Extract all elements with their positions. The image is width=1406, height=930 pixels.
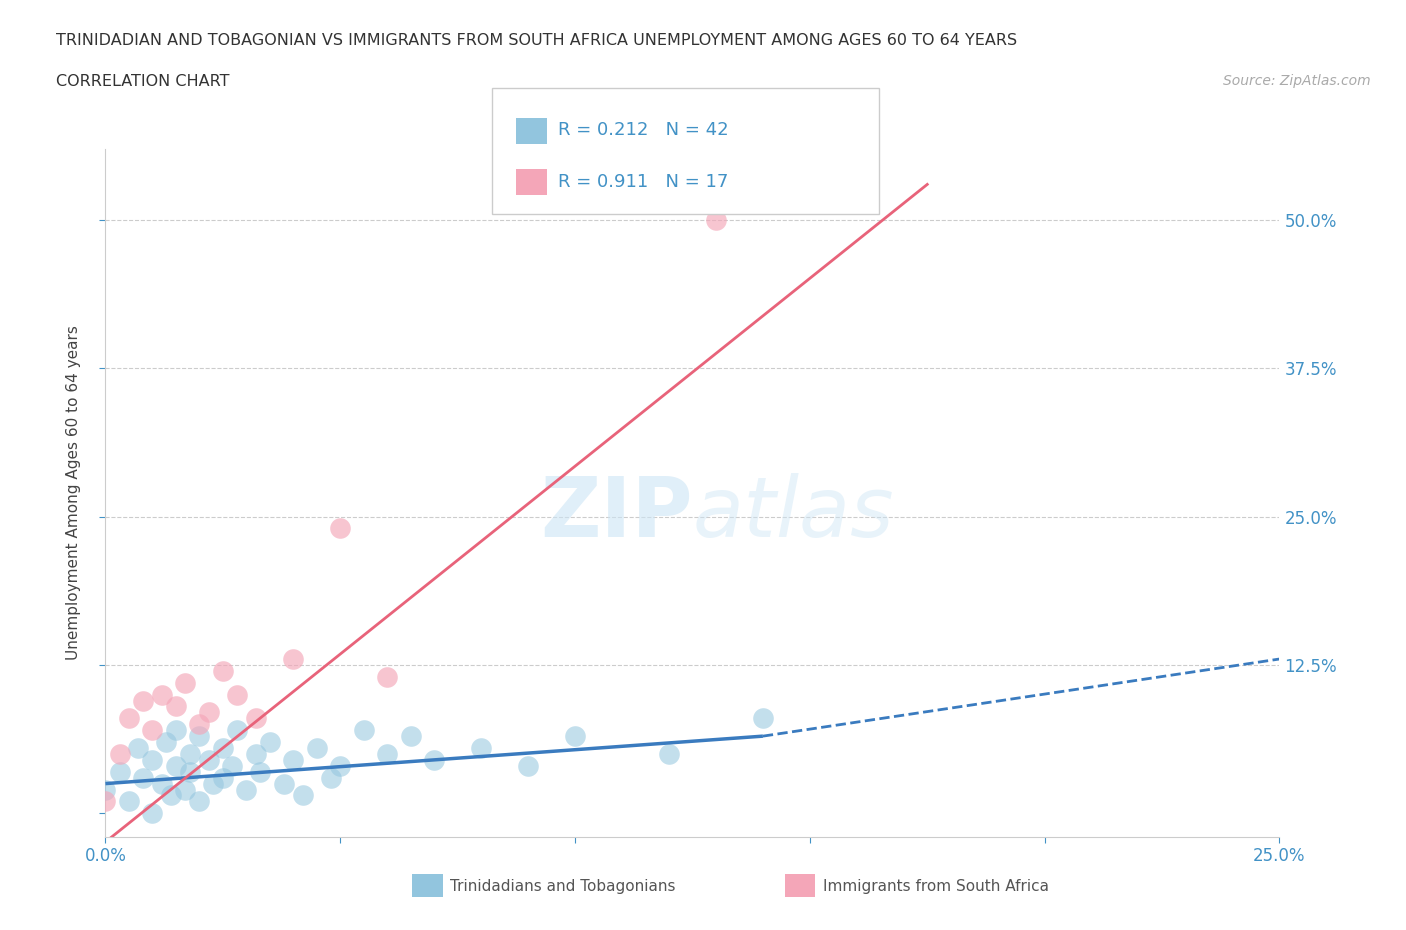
Point bbox=[704, 213, 727, 228]
Point bbox=[127, 740, 149, 755]
Text: CORRELATION CHART: CORRELATION CHART bbox=[56, 74, 229, 89]
Point bbox=[226, 723, 249, 737]
Point bbox=[108, 764, 131, 779]
Text: R = 0.212   N = 42: R = 0.212 N = 42 bbox=[558, 121, 728, 140]
Point bbox=[658, 747, 681, 762]
Point bbox=[141, 805, 163, 820]
Point bbox=[132, 770, 155, 785]
Point bbox=[165, 723, 187, 737]
Point bbox=[319, 770, 342, 785]
Point bbox=[273, 777, 295, 791]
Point bbox=[375, 670, 398, 684]
Point bbox=[188, 794, 211, 809]
Point bbox=[174, 675, 197, 690]
Point bbox=[399, 729, 422, 744]
Text: Trinidadians and Tobagonians: Trinidadians and Tobagonians bbox=[450, 879, 675, 894]
Point bbox=[329, 521, 352, 536]
Point bbox=[174, 782, 197, 797]
Point bbox=[150, 687, 173, 702]
Point bbox=[179, 764, 201, 779]
Text: TRINIDADIAN AND TOBAGONIAN VS IMMIGRANTS FROM SOUTH AFRICA UNEMPLOYMENT AMONG AG: TRINIDADIAN AND TOBAGONIAN VS IMMIGRANTS… bbox=[56, 33, 1018, 47]
Point bbox=[165, 758, 187, 773]
Point bbox=[118, 711, 141, 725]
Y-axis label: Unemployment Among Ages 60 to 64 years: Unemployment Among Ages 60 to 64 years bbox=[66, 326, 82, 660]
Point bbox=[132, 693, 155, 708]
Point bbox=[235, 782, 257, 797]
Point bbox=[752, 711, 775, 725]
Text: atlas: atlas bbox=[692, 473, 894, 554]
Point bbox=[141, 723, 163, 737]
Point bbox=[211, 770, 233, 785]
Point bbox=[155, 735, 177, 750]
Point bbox=[141, 752, 163, 767]
Point bbox=[179, 747, 201, 762]
Point bbox=[221, 758, 243, 773]
Point bbox=[94, 794, 117, 809]
Text: ZIP: ZIP bbox=[540, 473, 692, 554]
Point bbox=[165, 699, 187, 714]
Point bbox=[211, 663, 233, 678]
Point bbox=[305, 740, 328, 755]
Point bbox=[353, 723, 375, 737]
Text: Source: ZipAtlas.com: Source: ZipAtlas.com bbox=[1223, 74, 1371, 88]
Point bbox=[329, 758, 352, 773]
Point bbox=[197, 705, 219, 720]
Point bbox=[202, 777, 225, 791]
Point bbox=[211, 740, 233, 755]
Point bbox=[197, 752, 219, 767]
Point bbox=[160, 788, 183, 803]
Text: Immigrants from South Africa: Immigrants from South Africa bbox=[823, 879, 1049, 894]
Point bbox=[245, 747, 267, 762]
Point bbox=[259, 735, 281, 750]
Point bbox=[108, 747, 131, 762]
Point bbox=[245, 711, 267, 725]
Point bbox=[118, 794, 141, 809]
Point bbox=[94, 782, 117, 797]
Text: R = 0.911   N = 17: R = 0.911 N = 17 bbox=[558, 173, 728, 192]
Point bbox=[283, 652, 305, 667]
Point bbox=[249, 764, 271, 779]
Point bbox=[423, 752, 446, 767]
Point bbox=[564, 729, 586, 744]
Point bbox=[283, 752, 305, 767]
Point bbox=[188, 729, 211, 744]
Point bbox=[150, 777, 173, 791]
Point bbox=[517, 758, 540, 773]
Point bbox=[291, 788, 314, 803]
Point bbox=[188, 717, 211, 732]
Point bbox=[470, 740, 492, 755]
Point bbox=[375, 747, 398, 762]
Point bbox=[226, 687, 249, 702]
